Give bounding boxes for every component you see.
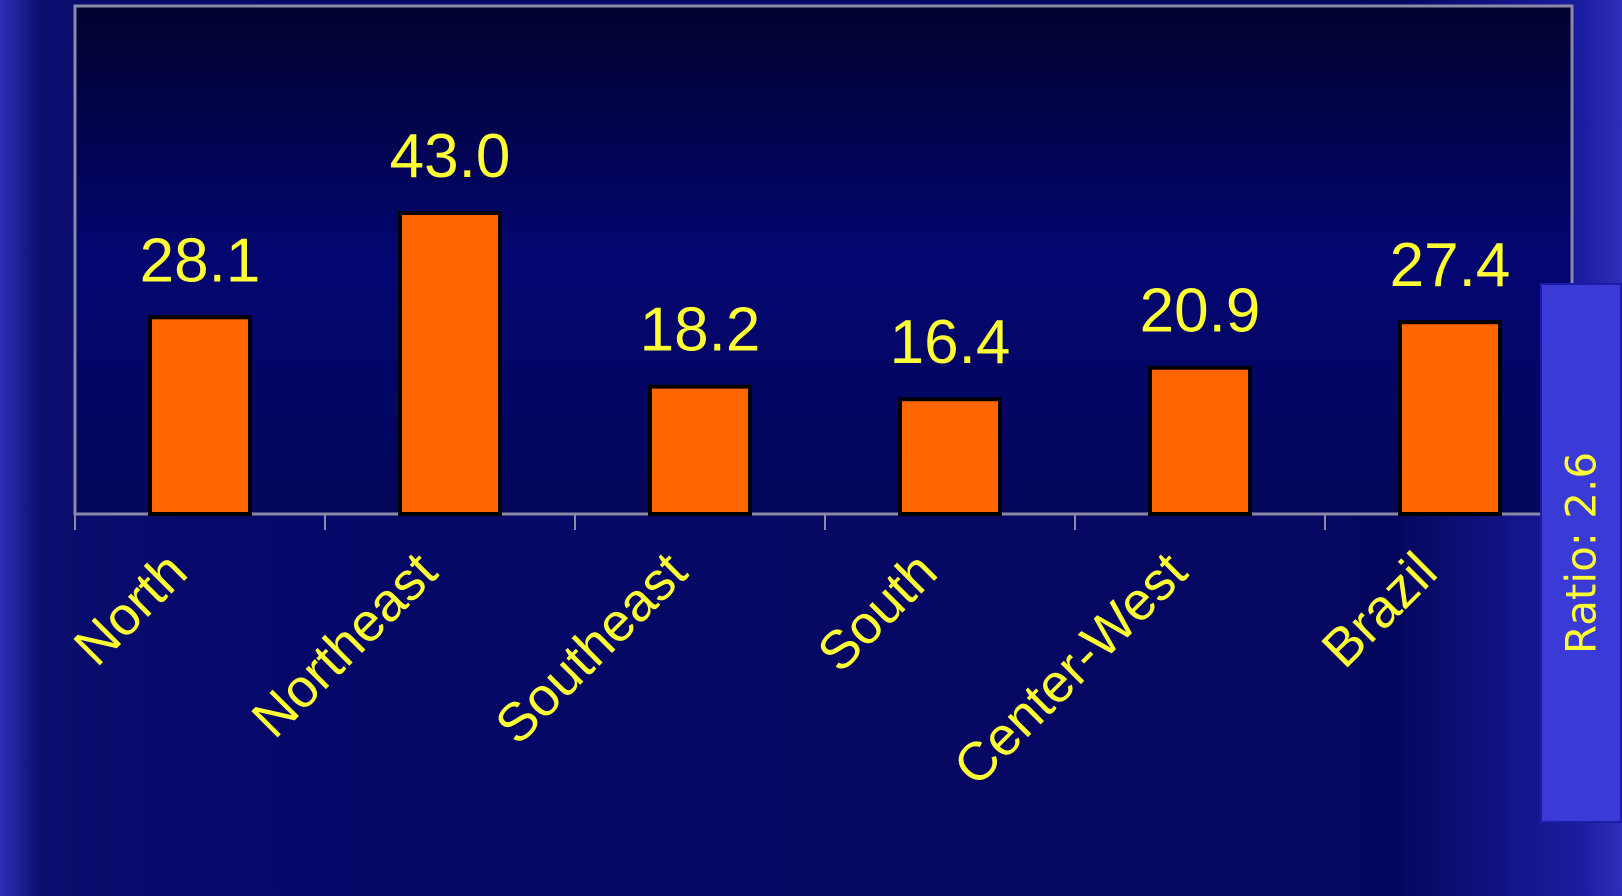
ratio-label: Ratio: 2.6: [1556, 451, 1606, 655]
category-label: South: [806, 541, 948, 683]
bars-group: [148, 211, 1502, 517]
bar-northeast: [398, 211, 502, 516]
category-label: Southeast: [484, 541, 698, 755]
value-label: 27.4: [1390, 231, 1511, 300]
bar-southeast: [648, 384, 752, 517]
value-label: 43.0: [390, 122, 511, 191]
value-label: 16.4: [890, 308, 1011, 377]
category-label: Northeast: [241, 541, 449, 749]
category-label: Center-West: [942, 541, 1198, 797]
plot-area: [73, 4, 1574, 516]
value-labels-group: 28.1 43.0 18.2 16.4 20.9 27.4: [140, 122, 1511, 377]
bar-brazil: [1398, 320, 1502, 517]
bar-south: [898, 397, 1002, 517]
x-axis-ticks: [74, 514, 1576, 530]
category-label: North: [63, 541, 199, 677]
value-label: 20.9: [1140, 277, 1261, 346]
value-label: 18.2: [640, 296, 761, 365]
bar-north: [148, 315, 252, 516]
category-label: Brazil: [1311, 541, 1449, 679]
value-label: 28.1: [140, 226, 261, 295]
ratio-box: [1540, 283, 1622, 823]
bar-center-west: [1148, 365, 1252, 517]
